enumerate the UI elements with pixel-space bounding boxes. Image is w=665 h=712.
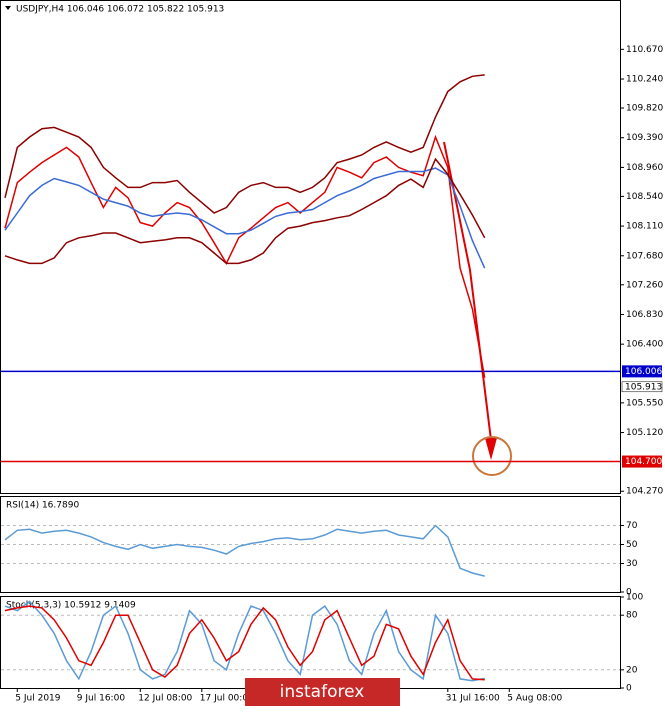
y-tick-label: 0 — [626, 588, 632, 598]
x-tick-label: 5 Jul 2019 — [15, 694, 60, 704]
price-label: 105.913 — [625, 382, 662, 392]
y-tick-label: 104.270 — [626, 487, 663, 497]
x-tick-label: 5 Aug 08:00 — [507, 694, 562, 704]
level-label-box — [622, 365, 662, 378]
y-tick-label: 106.830 — [626, 310, 663, 320]
x-tick-label: 31 Jul 16:00 — [446, 694, 500, 704]
y-tick-label: 106.400 — [626, 340, 663, 350]
level-label: 106.006 — [625, 367, 662, 377]
chart-title: USDJPY,H4 106.046 106.072 105.822 105.91… — [16, 5, 224, 15]
level-label: 104.700 — [625, 457, 662, 467]
stoch-title: Stoch(5,3,3) 10.5912 9.1409 — [6, 601, 136, 611]
rsi-title: RSI(14) 16.7890 — [6, 501, 79, 511]
y-tick-label: 50 — [626, 540, 638, 550]
watermark-box — [245, 678, 400, 706]
y-tick-label: 0 — [626, 684, 632, 694]
level-label-box — [622, 455, 662, 468]
y-tick-label: 100 — [626, 593, 643, 603]
target-circle — [472, 436, 512, 476]
y-tick-label: 109.390 — [626, 133, 663, 143]
series-line — [4, 134, 486, 378]
series-line — [4, 74, 485, 214]
menu-arrow — [5, 6, 11, 10]
forecast-arrow — [443, 141, 492, 441]
series-line — [4, 605, 485, 681]
y-tick-label: 30 — [626, 559, 638, 569]
series-line — [4, 167, 486, 269]
x-tick-label: 12 Jul 08:00 — [138, 694, 192, 704]
series-line — [4, 600, 485, 682]
price-label-box — [621, 381, 663, 393]
y-tick-label: 80 — [626, 611, 638, 621]
x-tick-label: 17 Jul 00:00 — [200, 694, 254, 704]
y-tick-label: 105.120 — [626, 428, 663, 438]
y-tick-label: 20 — [626, 665, 638, 675]
y-tick-label: 105.550 — [626, 398, 663, 408]
y-tick-label: 108.110 — [626, 222, 663, 232]
y-tick-label: 110.670 — [626, 45, 663, 55]
y-tick-label: 108.540 — [626, 192, 663, 202]
y-tick-label: 108.960 — [626, 163, 663, 173]
main-frame — [0, 0, 621, 494]
y-tick-label: 110.240 — [626, 75, 663, 85]
series-line — [4, 524, 485, 577]
x-tick-label: 9 Jul 16:00 — [77, 694, 126, 704]
watermark: instaforex — [280, 682, 365, 702]
series-line — [4, 157, 486, 265]
y-tick-label: 107.260 — [626, 280, 663, 290]
arrow-head — [485, 438, 497, 460]
y-tick-label: 70 — [626, 521, 638, 531]
y-tick-label: 107.680 — [626, 251, 663, 261]
y-tick-label: 109.820 — [626, 104, 663, 114]
